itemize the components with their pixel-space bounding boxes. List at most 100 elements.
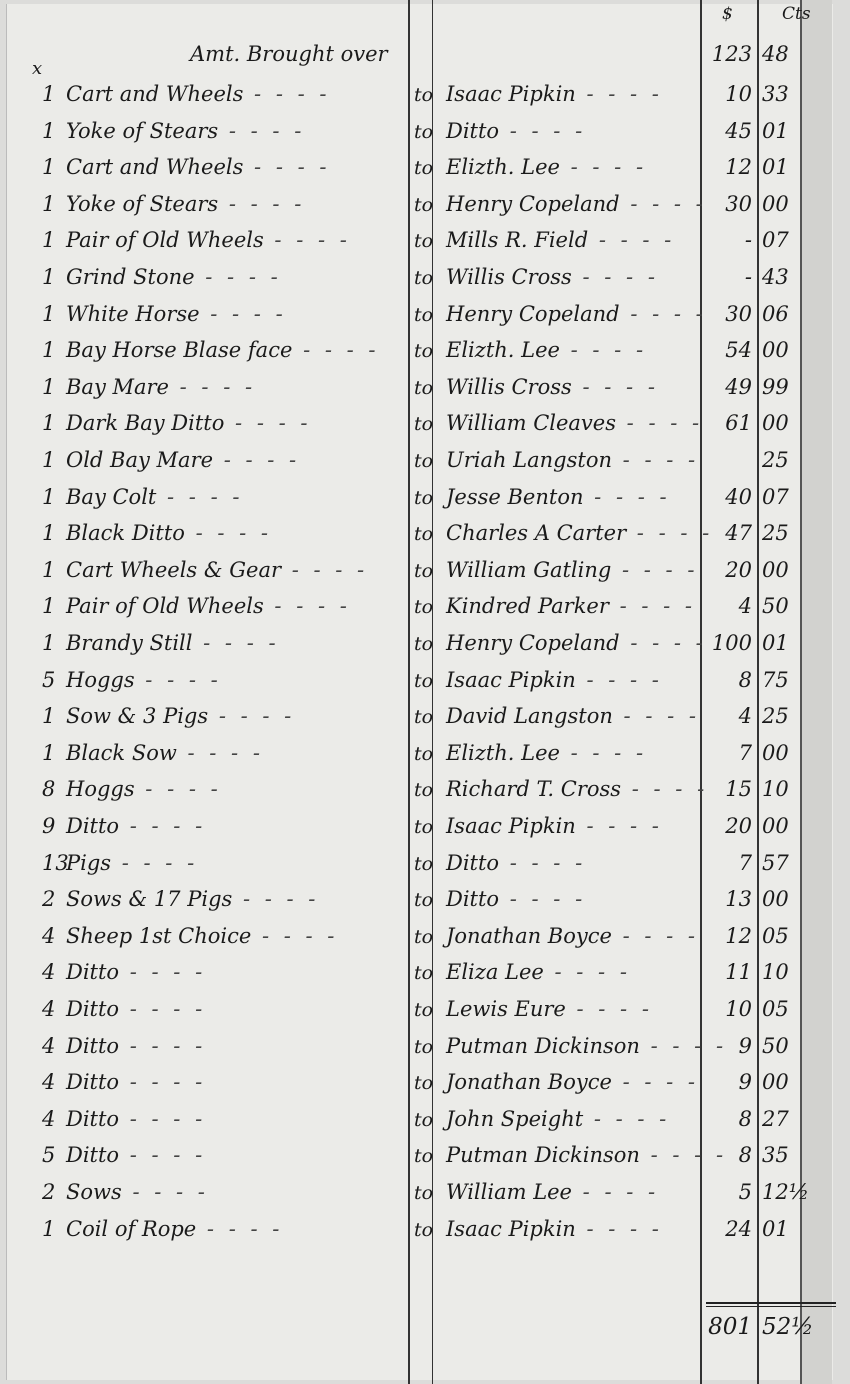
to-word: to [414, 450, 434, 472]
quantity: 1 [42, 594, 56, 619]
buyer-text: Isaac Pipkin [446, 814, 576, 838]
leader-dashes: - - - - [213, 448, 301, 472]
ledger-row: 1 Bay Mare - - - - to Willis Cross - - - - 4… [0, 369, 850, 405]
dollars: 47 [725, 521, 752, 546]
to-word: to [414, 340, 434, 363]
item-text: Cart Wheels & Gear [66, 557, 282, 582]
leader-dashes: - - - - [119, 1106, 207, 1131]
ledger-row: 9 Ditto - - - - to Isaac Pipkin - - - - 20 00 [0, 808, 850, 844]
leader-dashes: - - - - [156, 484, 244, 509]
leader-dashes: - - - - [616, 411, 704, 436]
buyer-text: Elizth. Lee [446, 155, 560, 180]
to-word: to [414, 889, 434, 912]
to-word: to [414, 523, 434, 546]
dollars: 61 [725, 411, 752, 436]
dollars: 15 [725, 777, 752, 802]
ledger-row: 13 Pigs - - - - to Ditto - - - - 7 57 [0, 845, 850, 881]
leader-dashes: - - - - [251, 923, 339, 948]
cents-header: Cts [782, 4, 811, 24]
cents: 43 [762, 265, 789, 289]
cents: 57 [762, 850, 789, 875]
dollars: 7 [738, 850, 752, 875]
leader-dashes: - - - - [208, 704, 296, 729]
leader-dashes: - - - - [168, 374, 257, 399]
leader-dashes: - - - - [281, 557, 369, 582]
item-text: Ditto [66, 1033, 120, 1058]
leader-dashes: - - - - [588, 228, 676, 253]
leader-dashes: - - - - [612, 448, 700, 472]
leader-dashes: - - - - [176, 740, 264, 765]
item: Sheep 1st Choice - - - - [66, 924, 396, 949]
leader-dashes: - - - - [559, 338, 648, 363]
buyer-text: William Lee [446, 1180, 572, 1204]
item: Ditto - - - - [66, 997, 396, 1022]
cents: 07 [762, 228, 789, 253]
ledger-row: 8 Hoggs - - - - to Richard T. Cross - - - -… [0, 771, 850, 807]
leader-dashes: - - - - [263, 594, 351, 619]
leader-dashes: - - - - [218, 191, 306, 216]
leader-dashes: - - - - [619, 301, 707, 326]
leader-dashes: - - - - [499, 118, 587, 143]
buyer: Willis Cross - - - - [446, 265, 696, 289]
buyer: Putman Dickinson - - - - [446, 1143, 723, 1167]
to-word: to [414, 596, 434, 619]
to-word: to [414, 486, 434, 509]
item: Hoggs - - - - [66, 668, 396, 693]
to-word: to [414, 816, 434, 838]
item: Hoggs - - - - [66, 777, 396, 802]
item: Ditto - - - - [66, 1034, 396, 1059]
leader-dashes: - - - - [575, 82, 663, 106]
item: Sows - - - - [66, 1180, 396, 1205]
item: Sows & 17 Pigs - - - - [66, 887, 396, 912]
quantity: 1 [42, 82, 56, 106]
dollars: 13 [725, 887, 752, 912]
dollars: 10 [725, 82, 752, 106]
dollars: 9 [738, 1070, 752, 1095]
buyer-text: Mills R. Field [446, 228, 589, 253]
buyer: Mills R. Field - - - - [446, 228, 696, 252]
buyer: Isaac Pipkin - - - - [446, 814, 696, 838]
leader-dashes: - - - - [119, 997, 207, 1021]
leader-dashes: - - - - [263, 228, 351, 253]
ledger-row: 1 Sow & 3 Pigs - - - - to David Langston - … [0, 698, 850, 734]
quantity: 2 [42, 1180, 56, 1204]
to-word: to [414, 999, 434, 1021]
quantity: 1 [42, 118, 56, 143]
brought-over-row: Amt. Brought over 123 48 [0, 36, 850, 72]
cents: 35 [762, 1143, 789, 1168]
buyer-text: Willis Cross [446, 265, 572, 289]
item-text: Dark Bay Ditto [66, 411, 225, 436]
leader-dashes: - - - - [543, 960, 631, 985]
cents: 01 [762, 155, 789, 180]
buyer: Isaac Pipkin - - - - [446, 668, 696, 692]
dollars: 12 [725, 923, 752, 948]
ledger-row: 1 Pair of Old Wheels - - - - to Mills R. Fi… [0, 222, 850, 258]
cents: 06 [762, 301, 789, 326]
dollars: 5 [738, 1180, 752, 1204]
quantity: 1 [42, 1216, 56, 1241]
ledger-row: 4 Ditto - - - - to Putman Dickinson - - - -… [0, 1028, 850, 1064]
leader-dashes: - - - - [575, 667, 663, 692]
quantity: 13 [42, 850, 69, 875]
leader-dashes: - - - - [119, 1033, 207, 1058]
cents: 75 [762, 667, 789, 692]
to-word: to [414, 1035, 434, 1058]
dollars: 24 [725, 1216, 752, 1241]
item-text: Cart and Wheels [66, 155, 244, 180]
dollars: 54 [725, 338, 752, 363]
dollars: 123 [711, 42, 752, 66]
leader-dashes: - - - - [575, 814, 663, 838]
leader-dashes: - - - - [559, 740, 648, 765]
item-text: Cart and Wheels [66, 82, 244, 106]
ledger-row: 1 Cart and Wheels - - - - to Elizth. Lee - … [0, 149, 850, 185]
dollars: 30 [725, 191, 752, 216]
leader-dashes: - - - - [608, 594, 696, 619]
leader-dashes: - - - - [619, 191, 707, 216]
to-word: to [414, 84, 434, 106]
buyer-text: Ditto [446, 850, 500, 875]
item: Cart Wheels & Gear - - - - [66, 558, 396, 583]
leader-dashes: - - - - [194, 265, 282, 289]
leader-dashes: - - - - [571, 265, 659, 289]
ledger-row: 2 Sows - - - - to William Lee - - - - 5 12½ [0, 1174, 850, 1210]
item: Bay Colt - - - - [66, 485, 396, 510]
